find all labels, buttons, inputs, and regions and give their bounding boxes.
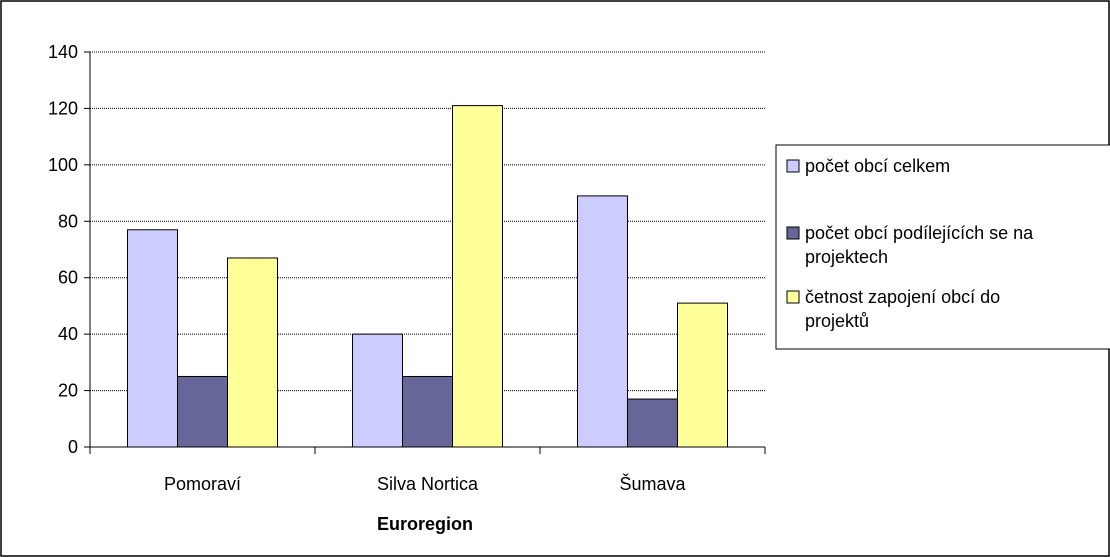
bar-series-3-1 xyxy=(452,105,503,448)
legend-label-3: četnost zapojení obcí do xyxy=(805,287,1000,307)
legend-label-1: počet obcí celkem xyxy=(805,156,950,176)
legend: počet obcí celkem počet obcí podílejících… xyxy=(775,144,1110,350)
bar-series-1-0 xyxy=(127,229,178,448)
legend-label-2: projektech xyxy=(805,247,888,267)
legend-label-2: počet obcí podílejících se na xyxy=(805,223,1034,243)
y-tick-label: 80 xyxy=(58,211,78,231)
legend-swatch-3 xyxy=(786,290,800,304)
x-tick-label: Pomoraví xyxy=(164,474,241,494)
bars xyxy=(127,105,728,448)
legend-swatch-1 xyxy=(786,159,800,173)
x-axis-title: Euroregion xyxy=(377,514,473,534)
y-tick-label: 120 xyxy=(48,98,78,118)
legend-label-3: projektů xyxy=(805,311,869,331)
y-tick-label: 20 xyxy=(58,381,78,401)
bar-series-2-1 xyxy=(402,375,453,448)
bar-series-3-2 xyxy=(677,302,728,448)
x-tick-label: Šumava xyxy=(619,473,686,494)
bar-series-1-1 xyxy=(352,333,403,448)
y-tick-label: 60 xyxy=(58,268,78,288)
bar-series-1-2 xyxy=(577,195,628,448)
legend-swatch-2 xyxy=(786,226,800,240)
y-tick-label: 40 xyxy=(58,324,78,344)
y-axis-ticks: 0 20 40 60 80 100 120 140 xyxy=(48,42,90,457)
axes xyxy=(89,52,765,448)
x-axis-ticks: Pomoraví Silva Nortica Šumava xyxy=(89,447,766,494)
legend-box xyxy=(775,144,1110,350)
bar-series-2-2 xyxy=(627,398,678,448)
bar-series-3-0 xyxy=(227,257,278,448)
y-tick-label: 0 xyxy=(68,437,78,457)
x-tick-label: Silva Nortica xyxy=(377,474,479,494)
bar-series-2-0 xyxy=(177,375,228,448)
y-tick-label: 140 xyxy=(48,42,78,62)
y-tick-label: 100 xyxy=(48,155,78,175)
